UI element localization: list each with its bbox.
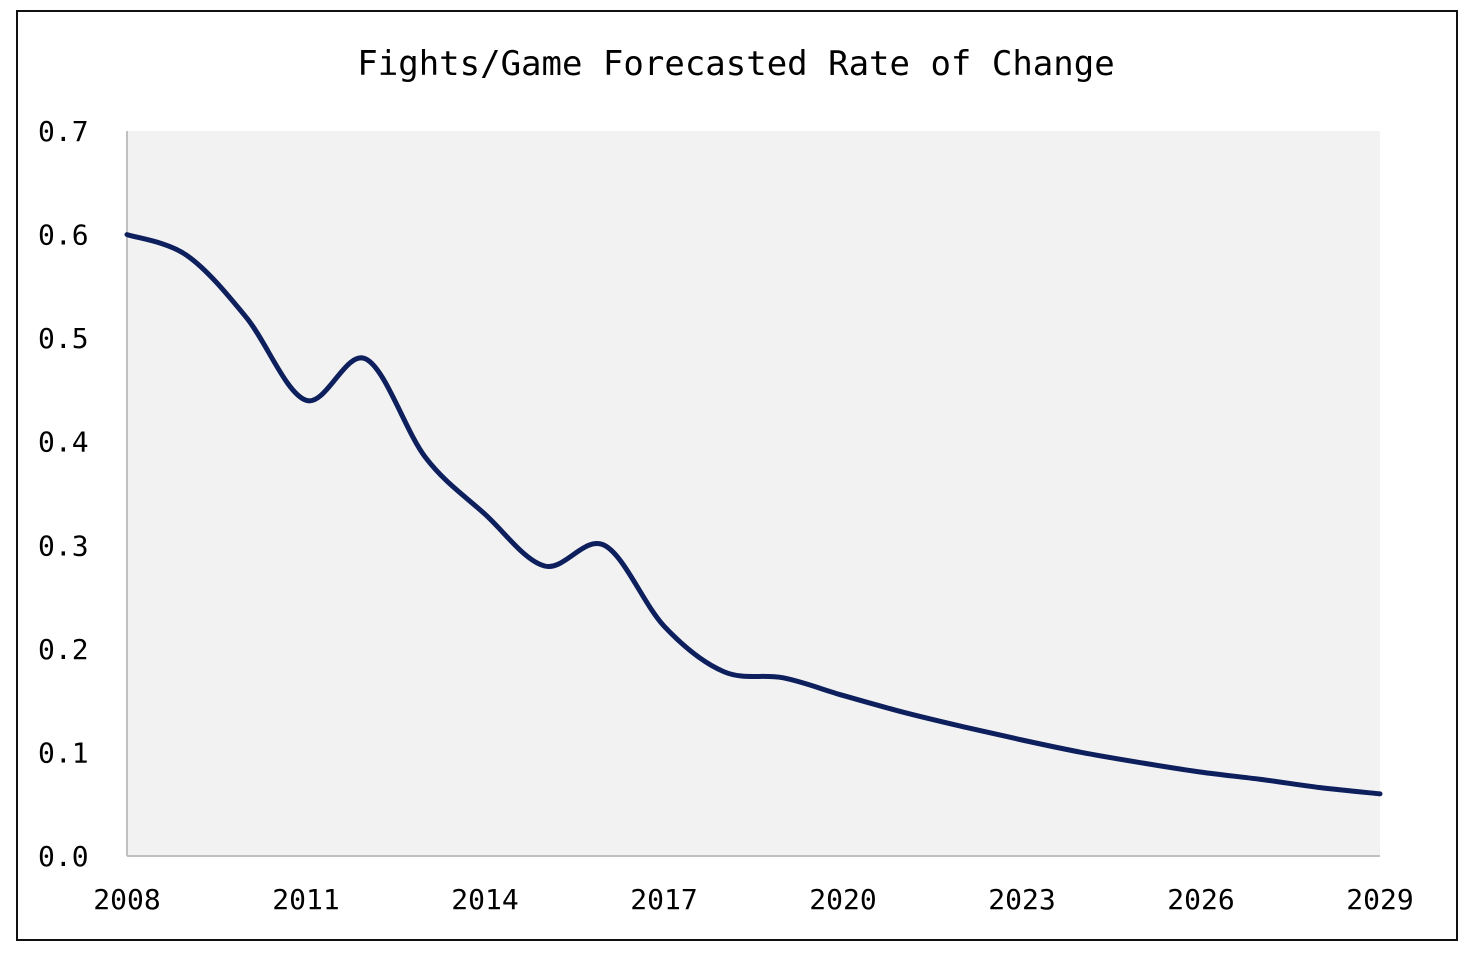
data-point-2014 (482, 511, 488, 517)
data-point-2021 (900, 709, 906, 715)
data-point-2016 (601, 542, 607, 548)
y-tick-label: 0.7 (38, 115, 89, 148)
y-tick-label: 0.5 (38, 322, 89, 355)
data-point-2008 (124, 232, 130, 238)
x-tick-label: 2011 (272, 883, 339, 916)
data-point-2027 (1258, 776, 1264, 782)
x-tick-label: 2020 (809, 883, 876, 916)
data-point-2024 (1079, 749, 1085, 755)
x-tick-label: 2023 (988, 883, 1055, 916)
data-point-2020 (840, 692, 846, 698)
data-point-2018 (721, 669, 727, 675)
data-point-2011 (303, 397, 309, 403)
data-point-2023 (1019, 737, 1025, 743)
y-tick-label: 0.0 (38, 840, 89, 873)
data-point-2019 (780, 675, 786, 681)
data-point-2010 (243, 314, 249, 320)
plot-area (127, 131, 1380, 856)
data-point-2025 (1138, 760, 1144, 766)
chart-title: Fights/Game Forecasted Rate of Change (357, 44, 1114, 84)
data-point-2022 (959, 724, 965, 730)
data-point-2017 (661, 623, 667, 629)
data-point-2012 (363, 356, 369, 362)
x-tick-label: 2026 (1167, 883, 1234, 916)
y-tick-label: 0.2 (38, 633, 89, 666)
data-point-2013 (422, 454, 428, 460)
y-tick-label: 0.6 (38, 219, 89, 252)
data-point-2009 (184, 252, 190, 258)
y-tick-label: 0.4 (38, 426, 89, 459)
x-tick-label: 2014 (451, 883, 518, 916)
data-point-2015 (542, 563, 548, 569)
data-point-2029 (1377, 791, 1383, 797)
y-tick-label: 0.1 (38, 736, 89, 769)
x-tick-label: 2008 (93, 883, 160, 916)
series-group (124, 232, 1383, 797)
x-axis-ticks: 2008 2011 2014 2017 2020 2023 2026 2029 (93, 883, 1413, 916)
y-axis-ticks: 0.0 0.1 0.2 0.3 0.4 0.5 0.6 0.7 (38, 115, 89, 873)
x-tick-label: 2029 (1346, 883, 1413, 916)
series-line-0 (124, 232, 1383, 797)
data-point-2028 (1317, 785, 1323, 791)
y-tick-label: 0.3 (38, 529, 89, 562)
data-point-2026 (1198, 769, 1204, 775)
x-tick-label: 2017 (630, 883, 697, 916)
